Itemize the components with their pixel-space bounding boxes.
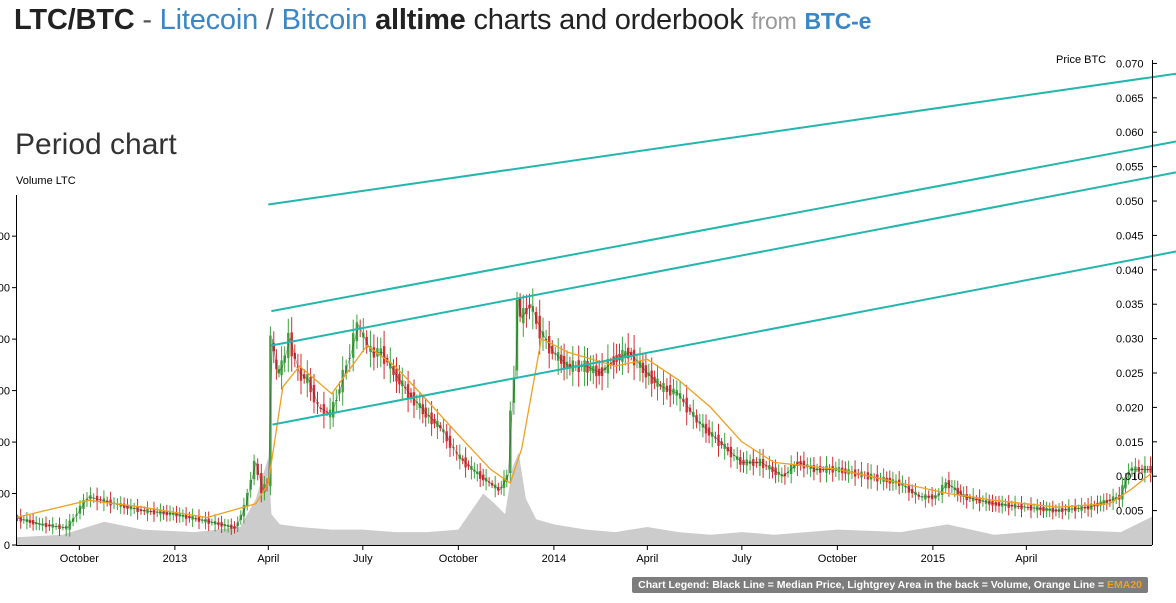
right-axis-tick-label: 0.070 xyxy=(1116,58,1144,70)
left-axis-tick-label: 2,000,000 xyxy=(0,437,10,449)
left-axis-tick-label: 1,000,000 xyxy=(0,489,10,501)
title-dash: - xyxy=(142,4,152,36)
right-axis-tick-label: 0.045 xyxy=(1116,230,1144,242)
legend-text: Chart Legend: Black Line = Median Price,… xyxy=(638,579,1107,591)
left-axis-tick-label: 0 xyxy=(4,540,10,552)
candle-body xyxy=(765,465,768,467)
trend-lines-layer xyxy=(268,72,1176,426)
pair-label: LTC/BTC xyxy=(14,4,135,36)
x-axis-tick-label: July xyxy=(353,553,373,565)
left-axis-label: Volume LTC xyxy=(16,175,76,187)
volume-area xyxy=(16,452,1152,545)
right-axis-tick-label: 0.055 xyxy=(1116,162,1144,174)
candle-body xyxy=(22,519,25,521)
candle-body xyxy=(54,526,58,528)
right-axis-label: Price BTC xyxy=(1056,54,1106,66)
left-axis-tick-label: 4,000,000 xyxy=(0,334,10,346)
page-headline: LTC/BTC - Litecoin / Bitcoin alltime cha… xyxy=(14,4,871,37)
right-axis-tick-label: 0.050 xyxy=(1116,196,1144,208)
left-axis-tick-label: 3,000,000 xyxy=(0,386,10,398)
trend-line xyxy=(271,140,1176,313)
candle-body xyxy=(714,437,717,439)
candles-layer xyxy=(16,288,1152,537)
right-axis-tick-label: 0.060 xyxy=(1116,127,1144,139)
x-axis-tick-label: 2014 xyxy=(542,553,566,565)
candle-body xyxy=(732,455,736,456)
trend-line xyxy=(271,171,1176,347)
x-axis-tick-label: April xyxy=(636,553,658,565)
x-axis-tick-label: October xyxy=(818,553,857,565)
right-axis-tick-label: 0.030 xyxy=(1116,334,1144,346)
x-axis-tick-label: October xyxy=(439,553,478,565)
candle-body xyxy=(325,411,329,413)
x-axis-tick-label: 2015 xyxy=(921,553,945,565)
right-axis-tick-label: 0.015 xyxy=(1116,437,1144,449)
x-axis-tick-label: July xyxy=(732,553,752,565)
legend-ema-label: EMA20 xyxy=(1106,579,1142,591)
section-title: Period chart xyxy=(15,128,177,161)
ema20-line xyxy=(15,337,1153,519)
axes-layer: Volume LTC Price BTC 0 1,000,000 2,000,000… xyxy=(0,54,1157,565)
x-axis-tick-label: April xyxy=(257,553,279,565)
candle-body xyxy=(1146,469,1149,471)
title-slash: / xyxy=(265,4,274,36)
x-axis-tick-label: 2013 xyxy=(163,553,187,565)
left-axis-tick-label: 5,000,000 xyxy=(0,283,10,295)
right-axis-tick-label: 0.065 xyxy=(1116,93,1144,105)
right-axis-tick-label: 0.025 xyxy=(1116,368,1144,380)
candle-body xyxy=(201,519,204,521)
candle-body xyxy=(61,527,65,529)
candle-body xyxy=(822,469,825,471)
median-price-line xyxy=(15,297,1152,529)
left-axis-tick-label: 6,000,000 xyxy=(0,231,10,243)
litecoin-link[interactable]: Litecoin xyxy=(159,4,259,36)
candle-body xyxy=(210,522,214,524)
from-label: from xyxy=(751,8,797,34)
candle-body xyxy=(1026,507,1030,509)
right-axis-tick-label: 0.010 xyxy=(1116,471,1144,483)
title-rest: charts and orderbook xyxy=(473,4,744,36)
right-axis-tick-label: 0.035 xyxy=(1116,299,1144,311)
x-axis-tick-label: April xyxy=(1015,553,1037,565)
alltime-label: alltime xyxy=(375,4,466,36)
x-axis-tick-label: October xyxy=(60,553,99,565)
chart-legend: Chart Legend: Black Line = Median Price,… xyxy=(632,577,1148,593)
exchange-link[interactable]: BTC-e xyxy=(804,8,872,34)
candle-body xyxy=(194,518,197,520)
trend-line xyxy=(272,250,1176,426)
right-axis-tick-label: 0.040 xyxy=(1116,265,1144,277)
price-line-layer xyxy=(15,297,1152,529)
right-axis-tick-label: 0.020 xyxy=(1116,402,1144,414)
right-axis-tick-label: 0.005 xyxy=(1116,506,1144,518)
ema-line-layer xyxy=(15,337,1153,519)
bitcoin-link[interactable]: Bitcoin xyxy=(281,4,368,36)
trend-line xyxy=(268,72,1176,206)
volume-area-layer xyxy=(16,452,1152,545)
